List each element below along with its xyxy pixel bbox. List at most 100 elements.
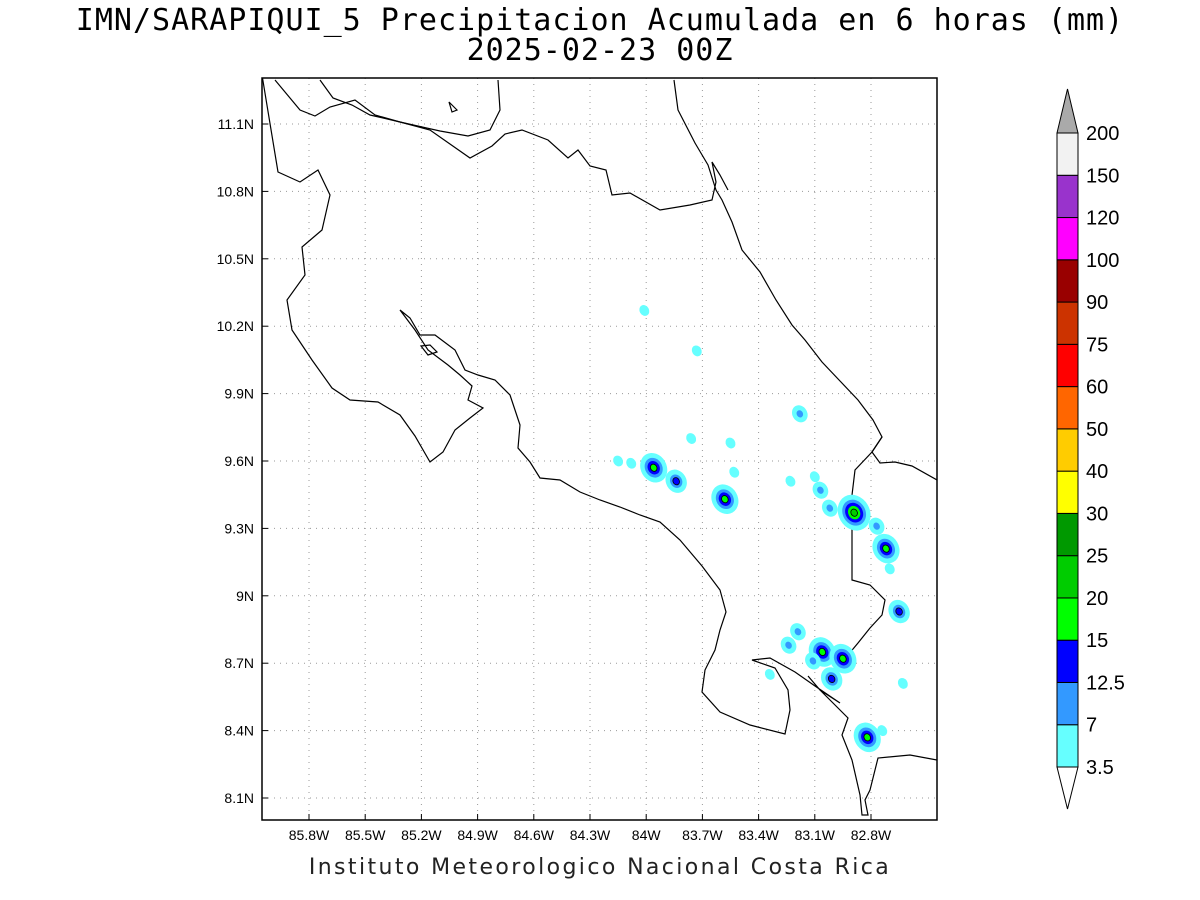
precip-contour — [794, 628, 802, 636]
colorbar-segment — [1056, 597, 1079, 641]
colorbar-max-arrow — [1056, 88, 1079, 134]
colorbar-segment — [1056, 555, 1079, 599]
precip-contour — [850, 508, 858, 517]
chart-subtitle: 2025-02-23 00Z — [466, 33, 734, 68]
colorbar-label: 120 — [1086, 208, 1119, 230]
lat-tick-label: 9.9N — [224, 386, 254, 402]
precip-contour — [897, 678, 908, 689]
lon-tick-label: 84.6W — [514, 827, 555, 843]
lat-tick-label: 9.3N — [224, 520, 254, 536]
colorbar-segment — [1056, 259, 1079, 303]
colorbar-label: 60 — [1086, 377, 1108, 399]
precip-contour — [785, 641, 792, 649]
precip-contour — [826, 504, 834, 512]
colorbar-label: 7 — [1086, 715, 1097, 737]
precip-cell — [868, 517, 885, 535]
precip-contour — [639, 305, 650, 316]
precip-cell — [897, 678, 908, 689]
precip-contour — [613, 455, 624, 467]
precip-contour — [672, 477, 680, 486]
precip-cell — [711, 484, 739, 514]
precip-cell — [613, 455, 624, 467]
precip-contour — [882, 544, 890, 553]
precip-contour — [729, 466, 740, 478]
precip-cell — [853, 722, 881, 753]
precip-cell — [888, 599, 910, 624]
colorbar-min-arrow — [1056, 766, 1079, 810]
precip-contour — [863, 733, 871, 742]
pacific-coast — [262, 78, 937, 816]
chart-title: IMN/SARAPIQUI_5 Precipitacion Acumulada … — [75, 3, 1125, 38]
lake-nicaragua — [319, 79, 501, 137]
colorbar-segment — [1056, 386, 1079, 430]
nicaragua-border — [274, 79, 729, 211]
precip-cell — [884, 563, 895, 575]
colorbar-segment — [1056, 470, 1079, 514]
colorbar-segment — [1056, 343, 1079, 388]
colorbar-segment — [1056, 512, 1079, 557]
colorbar-segment — [1056, 724, 1079, 768]
precip-cell — [785, 475, 796, 487]
colorbar-label: 20 — [1086, 588, 1108, 610]
lat-tick-label: 8.7N — [224, 655, 254, 671]
footer-credit: Instituto Meteorologico Nacional Costa R… — [308, 855, 892, 880]
precip-cell — [877, 725, 888, 737]
precip-cell — [820, 667, 843, 691]
precip-contour — [796, 410, 804, 418]
lon-tick-label: 84.3W — [570, 827, 611, 843]
longitude-tick-labels: 85.8W 85.5W 85.2W 84.9W 84.6W 84.3W 84W 83.7W 83… — [289, 814, 892, 843]
precip-cell — [829, 643, 857, 674]
colorbar-label: 200 — [1086, 123, 1119, 145]
precip-cell — [764, 669, 775, 680]
lat-tick-label: 8.4N — [224, 723, 254, 739]
precip-cell — [791, 405, 808, 423]
lat-tick-label: 10.2N — [217, 318, 254, 334]
colorbar-segment — [1056, 132, 1079, 176]
precip-cell — [686, 433, 697, 444]
precip-cell — [812, 481, 829, 499]
precip-cell — [691, 345, 702, 357]
colorbar-segment — [1056, 301, 1079, 345]
lon-tick-label: 84.9W — [457, 827, 498, 843]
colorbar-segment — [1056, 681, 1079, 726]
precip-cell — [837, 494, 871, 531]
precip-contour — [691, 345, 702, 357]
coastline-borders — [262, 78, 937, 816]
precip-contour — [817, 486, 824, 494]
precip-contour — [818, 647, 827, 656]
precip-contour — [626, 457, 637, 469]
precip-cell — [872, 533, 900, 564]
precip-contour — [725, 437, 736, 449]
lon-tick-label: 83.4W — [738, 827, 779, 843]
colorbar-label: 30 — [1086, 503, 1108, 525]
precip-cell — [665, 469, 687, 493]
precip-contour — [785, 475, 796, 487]
precip-cell — [640, 452, 668, 483]
precip-contour — [895, 607, 903, 616]
precip-contour — [884, 563, 895, 575]
precip-contour — [809, 471, 820, 483]
colorbar-label: 40 — [1086, 461, 1108, 483]
map-frame — [261, 77, 938, 821]
lon-tick-label: 85.2W — [401, 827, 442, 843]
colorbar-label: 75 — [1086, 334, 1108, 356]
precip-contour — [809, 657, 817, 665]
lat-tick-label: 9N — [236, 588, 254, 604]
lon-tick-label: 85.8W — [289, 827, 330, 843]
precip-contour — [873, 522, 880, 530]
gulf-island — [419, 344, 439, 356]
precip-contour — [827, 674, 836, 683]
colorbar-legend: 3.5 7 12.5 15 20 25 30 40 50 60 75 90 100 120 150 200 — [1056, 88, 1125, 810]
lat-tick-label: 11.1N — [218, 116, 254, 132]
lat-tick-label: 10.5N — [217, 251, 254, 267]
colorbar-segment — [1056, 428, 1079, 472]
lat-tick-label: 10.8N — [217, 183, 254, 199]
colorbar-label: 3.5 — [1086, 757, 1114, 779]
panama-border — [847, 436, 886, 656]
colorbar-segment — [1056, 174, 1079, 219]
colorbar-segment — [1056, 639, 1079, 683]
precip-contour — [839, 654, 847, 663]
colorbar-segment — [1056, 217, 1079, 261]
precip-cell — [639, 305, 650, 316]
colorbar-label: 150 — [1086, 165, 1119, 187]
